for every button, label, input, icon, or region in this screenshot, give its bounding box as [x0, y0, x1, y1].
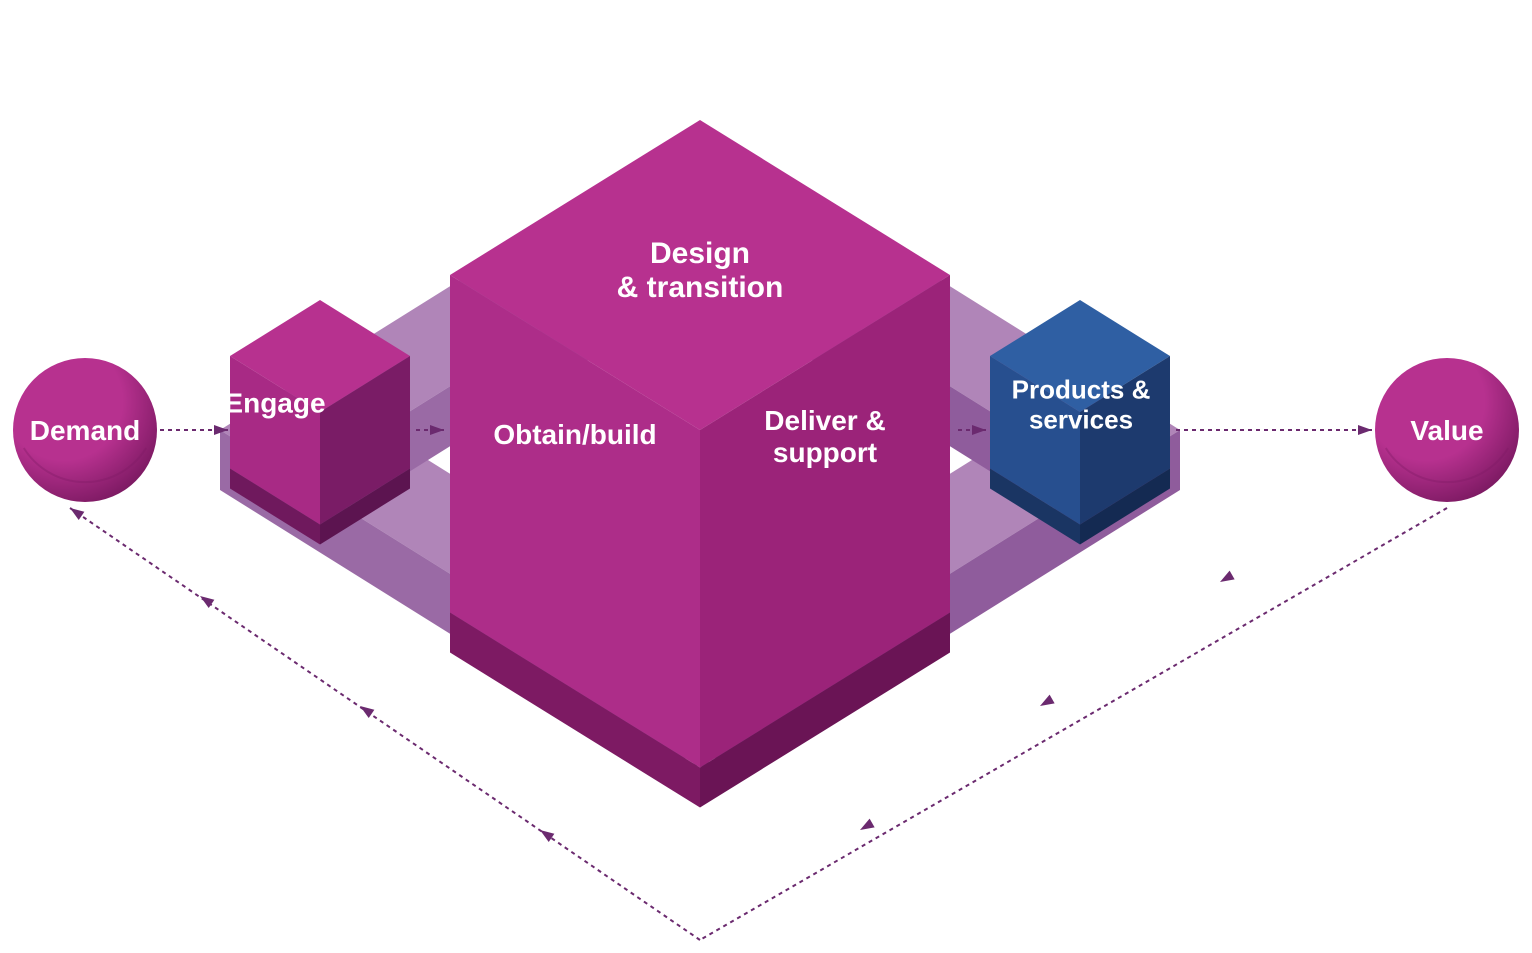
services-label: services — [1029, 405, 1133, 435]
engage-label: Engage — [224, 388, 325, 419]
deliver-label: Deliver & — [764, 405, 885, 436]
service-value-chain-diagram: PlanImproveEngageDesign& transitionObtai… — [0, 0, 1532, 953]
design-label: Design — [650, 237, 750, 270]
design-transition-cube: Design& transition Obtain/build Deliver &s… — [450, 120, 950, 808]
demand-label: Demand — [30, 415, 140, 446]
value-sphere: Value — [1375, 358, 1519, 502]
demand-sphere: Demand — [13, 358, 157, 502]
value-label: Value — [1410, 415, 1483, 446]
products-label: Products & — [1012, 375, 1151, 405]
support-label: support — [773, 437, 877, 468]
obtain-build-label: Obtain/build — [493, 419, 656, 450]
transition-label: & transition — [617, 271, 784, 304]
